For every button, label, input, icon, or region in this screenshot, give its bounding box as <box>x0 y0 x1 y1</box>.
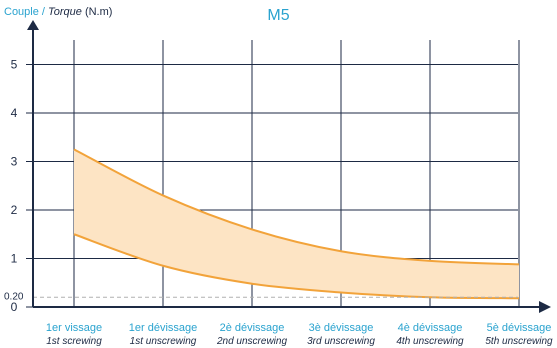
y-axis-arrow-icon <box>27 20 39 30</box>
y-tick-label: 1 <box>11 252 18 266</box>
y-axis-label-separator: / <box>41 6 45 18</box>
x-tick-label-fr: 1er dévissage <box>129 322 198 334</box>
y-tick-label: 2 <box>11 203 18 217</box>
x-tick-label-fr: 2è dévissage <box>220 322 285 334</box>
y-tick-label: 3 <box>11 155 18 169</box>
x-tick-label-fr: 3è dévissage <box>309 322 374 334</box>
x-tick-label-en: 4th unscrewing <box>396 336 464 347</box>
y-tick-label: 0 <box>11 300 18 314</box>
y-axis-label-unit: (N.m) <box>84 6 113 18</box>
x-tick-label-fr: 1er vissage <box>46 322 102 334</box>
x-tick-label-fr: 5è dévissage <box>487 322 552 334</box>
upper-torque-line <box>73 148 520 266</box>
x-tick-label-en: 5th unscrewing <box>485 336 553 347</box>
y-tick-label: 5 <box>11 58 18 72</box>
x-tick-label-en: 2nd unscrewing <box>216 336 287 347</box>
x-tick-label-fr: 4è dévissage <box>398 322 463 334</box>
y-axis-label-en: Torque <box>48 6 82 18</box>
x-axis-arrow-icon <box>539 301 551 313</box>
y-tick-label: 4 <box>11 106 18 120</box>
chart-title: M5 <box>267 7 290 24</box>
y-axis-label: Couple / Torque (N.m) <box>4 6 112 18</box>
torque-band-area <box>74 149 519 299</box>
reference-line-label: 0.20 <box>4 291 24 302</box>
x-tick-label-en: 1st screwing <box>46 336 102 347</box>
x-tick-label-en: 3rd unscrewing <box>307 336 375 347</box>
x-tick-label-en: 1st unscrewing <box>130 336 197 347</box>
y-axis-label-fr: Couple <box>4 6 39 18</box>
